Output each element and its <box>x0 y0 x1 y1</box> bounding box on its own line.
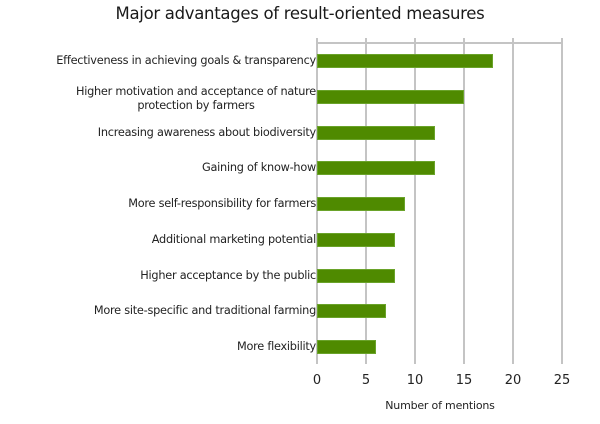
bar <box>317 54 494 68</box>
bar <box>317 232 396 247</box>
gridline-15 <box>463 38 465 364</box>
category-label-line: protection by farmers <box>137 98 255 112</box>
category-label-line: Higher acceptance by the public <box>140 268 316 282</box>
category-label-line: Gaining of know-how <box>201 161 316 175</box>
x-axis-label: Number of mentions <box>385 399 495 412</box>
plot-top-border <box>317 42 563 44</box>
category-label-line: Higher motivation and acceptance of natu… <box>75 84 316 98</box>
category-label: More site-specific and traditional farmi… <box>94 304 316 318</box>
gridline-10 <box>414 38 416 364</box>
bar <box>317 268 396 283</box>
category-label: More self-responsibility for farmers <box>128 197 316 211</box>
x-tick-label: 20 <box>504 373 522 388</box>
bar <box>317 161 435 176</box>
category-label-line: Additional marketing potential <box>151 232 316 246</box>
category-label: More flexibility <box>237 340 316 354</box>
category-label-line: More self-responsibility for farmers <box>128 197 316 210</box>
x-tick-label: 0 <box>312 373 322 388</box>
category-label: Effectiveness in achieving goals & trans… <box>56 54 316 68</box>
x-tick-label: 15 <box>455 373 473 388</box>
category-label: Additional marketing potential <box>152 233 316 247</box>
x-tick-label: 5 <box>361 373 371 388</box>
x-tick-label: 10 <box>406 373 424 388</box>
category-label-line: Increasing awareness about biodiversity <box>97 125 316 139</box>
category-label-line: More flexibility <box>237 340 316 353</box>
chart-title: Major advantages of result-oriented meas… <box>115 4 485 23</box>
bar <box>317 89 464 104</box>
category-label-line: Effectiveness in achieving goals & trans… <box>56 54 316 67</box>
bar <box>317 340 376 354</box>
bar <box>317 197 406 211</box>
category-label: Higher acceptance by the public <box>140 269 316 283</box>
bar <box>317 304 386 319</box>
bar <box>317 125 435 140</box>
category-label: Higher motivation and acceptance of natu… <box>76 85 316 113</box>
category-label: Gaining of know-how <box>202 161 316 175</box>
gridline-25 <box>561 38 563 364</box>
category-label-line: More site-specific and traditional farmi… <box>93 304 316 318</box>
gridline-20 <box>512 38 514 364</box>
x-tick-label: 25 <box>553 373 571 388</box>
category-label: Increasing awareness about biodiversity <box>98 126 316 140</box>
